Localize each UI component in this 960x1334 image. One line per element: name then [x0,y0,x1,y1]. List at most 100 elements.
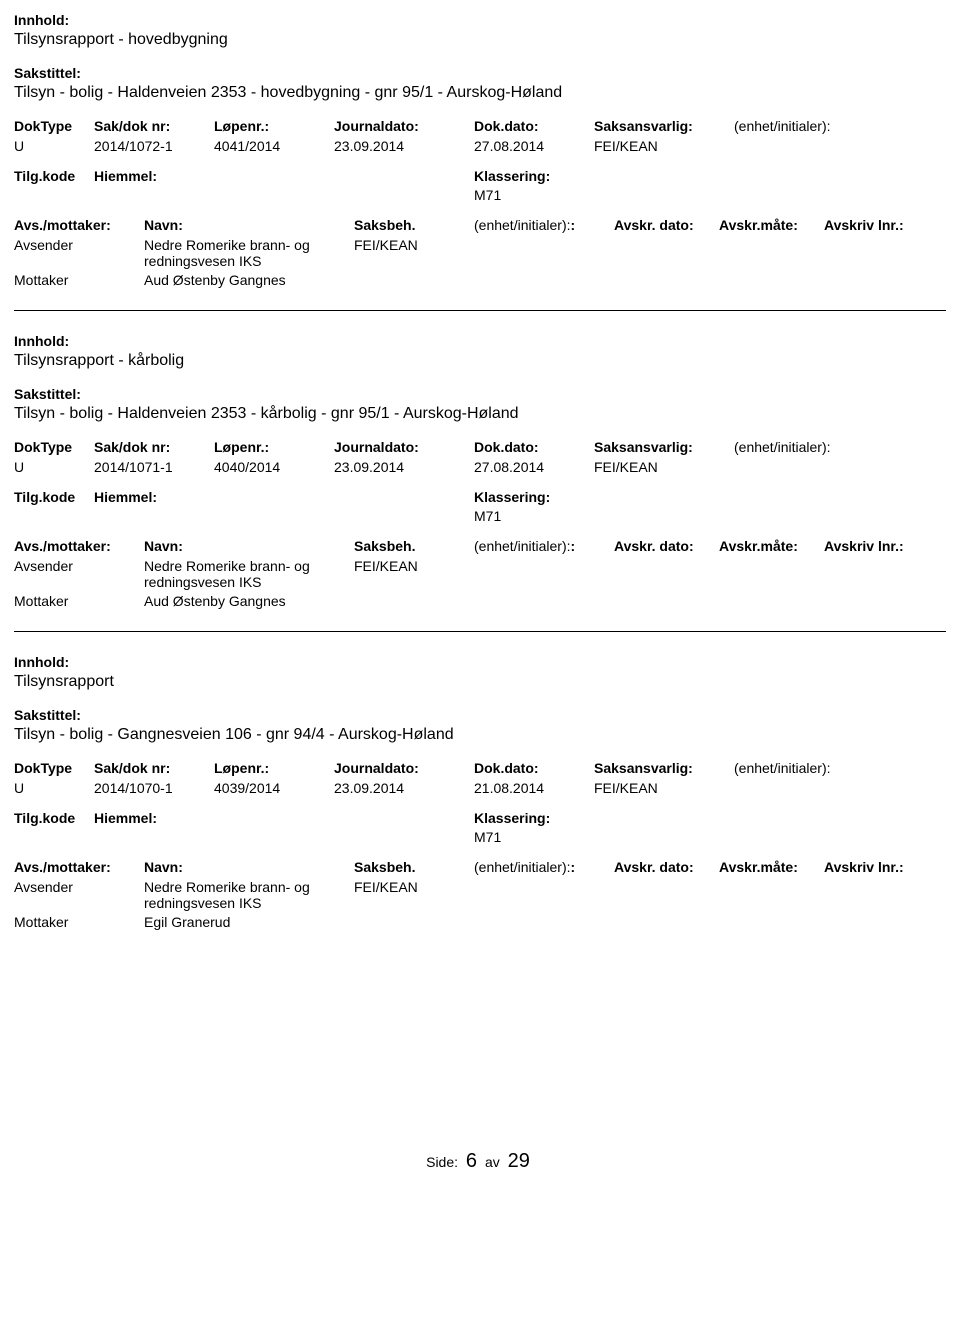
klassering-value: M71 [474,187,946,203]
avskrivlnr-label: Avskriv lnr.: [824,538,946,554]
page-number: 6 [462,1150,481,1172]
innhold-text: Tilsynsrapport [14,673,946,691]
mottaker-role: Mottaker [14,272,144,288]
saksansvarlig-value: FEI/KEAN [594,138,734,154]
avskrmate-label: Avskr.måte: [719,217,824,233]
doktype-label: DokType [14,118,94,134]
klassering-block: Klassering:M71 [474,489,946,524]
tilgkode-label: Tilg.kode [14,810,94,845]
avsmottaker-label: Avs./mottaker: [14,859,144,875]
record-divider [14,631,946,632]
sakdok-label: Sak/dok nr: [94,439,214,455]
klassering-block: Klassering: M71 [474,168,946,203]
dokdato-label: Dok.dato: [474,760,594,776]
lopenr-value: 4041/2014 [214,138,334,154]
klassering-block: Klassering:M71 [474,810,946,845]
avskrdato-label: Avskr. dato: [614,217,719,233]
journal-record: Innhold: Tilsynsrapport - kårbolig Sakstit… [14,333,946,609]
navn-label: Navn: [144,217,354,233]
enhetinit2-label: (enhet/initialer):: [474,538,614,554]
hiemmel-label: Hiemmel: [94,489,294,524]
mottaker-name: Aud Østenby Gangnes [144,593,354,609]
journaldato-label: Journaldato: [334,760,474,776]
enhet-label: (enhet/initialer): [734,118,946,134]
mottaker-role: Mottaker [14,914,144,930]
innhold-text: Tilsynsrapport - hovedbygning [14,31,946,49]
avskrmate-label: Avskr.måte: [719,859,824,875]
saksansvarlig-value: FEI/KEAN [594,459,734,475]
sakdok-value: 2014/1070-1 [94,780,214,796]
saksansvarlig-label: Saksansvarlig: [594,760,734,776]
doktype-value: U [14,780,94,796]
avskrmate-label: Avskr.måte: [719,538,824,554]
sakstittel-text: Tilsyn - bolig - Gangnesveien 106 - gnr … [14,726,946,744]
avsender-row: AvsenderNedre Romerike brann- og redning… [14,558,946,590]
avs-header-row: Avs./mottaker:Navn:Saksbeh.(enhet/initia… [14,217,946,233]
sakstittel-text: Tilsyn - bolig - Haldenveien 2353 - hove… [14,84,946,102]
total-pages: 29 [504,1150,534,1172]
avskrivlnr-label: Avskriv lnr.: [824,859,946,875]
journaldato-label: Journaldato: [334,118,474,134]
avs-header-row: Avs./mottaker:Navn:Saksbeh.(enhet/initia… [14,859,946,875]
enhetinit2-label: (enhet/initialer):: [474,217,614,233]
saksansvarlig-label: Saksansvarlig: [594,439,734,455]
doc-header-row: DokTypeSak/dok nr:Løpenr.:Journaldato:Do… [14,439,946,455]
klassering-label: Klassering: [474,168,946,184]
saksbeh-label: Saksbeh. [354,217,474,233]
avskrdato-label: Avskr. dato: [614,859,719,875]
avsender-row: AvsenderNedre Romerike brann- og redning… [14,879,946,911]
doc-header-row: DokTypeSak/dok nr:Løpenr.:Journaldato:Do… [14,760,946,776]
doktype-value: U [14,459,94,475]
saksbeh-label: Saksbeh. [354,859,474,875]
sakstittel-label: Sakstittel: [14,386,946,402]
avsender-name: Nedre Romerike brann- og redningsvesen I… [144,237,354,269]
doc-header-row: DokTypeSak/dok nr:Løpenr.:Journaldato:Do… [14,118,946,134]
avsender-saksbeh: FEI/KEAN [354,879,946,911]
hiemmel-row: Tilg.kodeHiemmel:Klassering:M71 [14,489,946,524]
saksansvarlig-label: Saksansvarlig: [594,118,734,134]
page-footer: Side: 6 av 29 [14,1150,946,1173]
sakstittel-label: Sakstittel: [14,707,946,723]
mottaker-row: MottakerEgil Granerud [14,914,946,930]
lopenr-label: Løpenr.: [214,760,334,776]
avsender-row: AvsenderNedre Romerike brann- og redning… [14,237,946,269]
lopenr-label: Løpenr.: [214,439,334,455]
dokdato-label: Dok.dato: [474,439,594,455]
mottaker-role: Mottaker [14,593,144,609]
sakdok-label: Sak/dok nr: [94,118,214,134]
lopenr-value: 4040/2014 [214,459,334,475]
doc-value-row: U2014/1070-14039/201423.09.201421.08.201… [14,780,946,796]
innhold-text: Tilsynsrapport - kårbolig [14,352,946,370]
avsender-saksbeh: FEI/KEAN [354,558,946,590]
enhet-label: (enhet/initialer): [734,439,946,455]
tilgkode-label: Tilg.kode [14,168,94,203]
hiemmel-label: Hiemmel: [94,810,294,845]
hiemmel-row: Tilg.kodeHiemmel: Klassering:M71 [14,810,946,845]
av-label: av [485,1154,500,1170]
hiemmel-label: Hiemmel: [94,168,294,203]
enhetinit2-label: (enhet/initialer):: [474,859,614,875]
enhet-label: (enhet/initialer): [734,760,946,776]
mottaker-name: Egil Granerud [144,914,354,930]
avs-header-row: Avs./mottaker:Navn:Saksbeh.(enhet/initia… [14,538,946,554]
navn-label: Navn: [144,538,354,554]
journaldato-value: 23.09.2014 [334,780,474,796]
innhold-label: Innhold: [14,12,946,28]
klassering-value: M71 [474,829,946,845]
enhet-value [734,459,946,475]
journaldato-value: 23.09.2014 [334,459,474,475]
avsender-role: Avsender [14,879,144,911]
doktype-label: DokType [14,760,94,776]
sakdok-label: Sak/dok nr: [94,760,214,776]
dokdato-value: 21.08.2014 [474,780,594,796]
enhet-value [734,138,946,154]
sakstittel-label: Sakstittel: [14,65,946,81]
innhold-label: Innhold: [14,333,946,349]
lopenr-label: Løpenr.: [214,118,334,134]
dokdato-label: Dok.dato: [474,118,594,134]
mottaker-name: Aud Østenby Gangnes [144,272,354,288]
doc-value-row: U2014/1071-14040/201423.09.201427.08.201… [14,459,946,475]
sakstittel-text: Tilsyn - bolig - Haldenveien 2353 - kårb… [14,405,946,423]
journaldato-label: Journaldato: [334,439,474,455]
avsender-role: Avsender [14,237,144,269]
